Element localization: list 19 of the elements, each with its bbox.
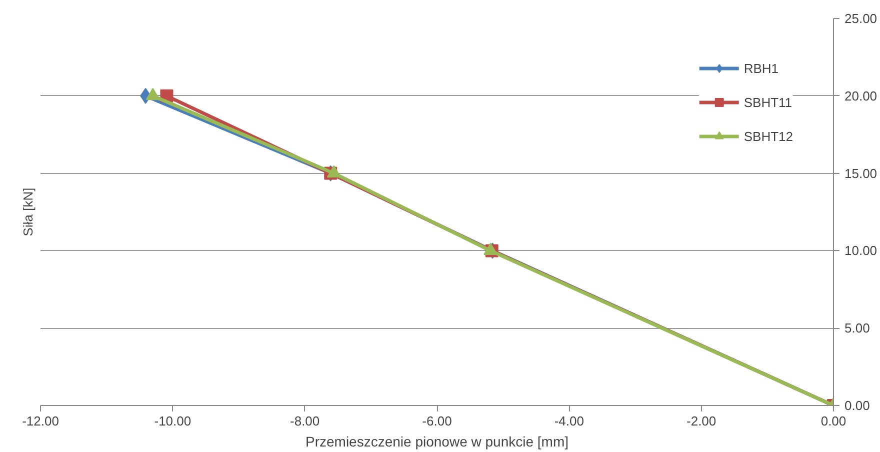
y-tick-label: 5.00: [844, 320, 870, 336]
x-tick-label: 0.00: [820, 414, 846, 428]
y-tick-label: 10.00: [844, 243, 878, 258]
x-axis-title: Przemieszczenie pionowe w punkcie [mm]: [306, 434, 569, 450]
legend-label: RBH1: [744, 60, 779, 76]
y-tick-label: 25.00: [844, 11, 878, 26]
y-tick-label: 0.00: [844, 398, 870, 413]
y-tick-label: 20.00: [844, 88, 878, 104]
x-tick-label: -8.00: [290, 414, 320, 428]
y-axis-title: Siła [kN]: [20, 188, 36, 236]
legend-label: SBHT12: [744, 128, 793, 144]
y-tick-label: 15.00: [844, 166, 878, 181]
x-tick-label: -10.00: [154, 414, 192, 428]
legend-label: SBHT11: [744, 94, 792, 110]
x-tick-label: -2.00: [686, 414, 716, 428]
x-tick-label: -4.00: [554, 414, 584, 428]
point: [326, 165, 341, 178]
x-tick-label: -12.00: [22, 414, 59, 428]
x-tick-label: -6.00: [422, 414, 452, 428]
